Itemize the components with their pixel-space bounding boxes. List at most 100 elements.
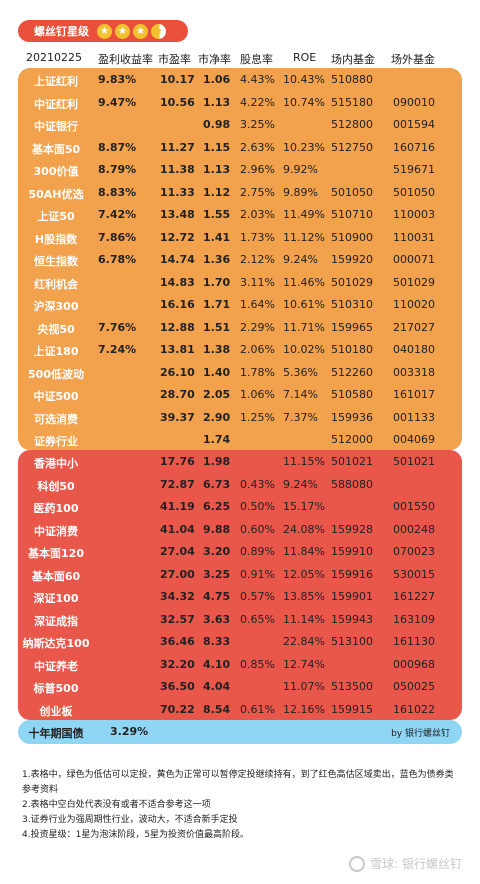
pb-ratio: 1.13 bbox=[203, 163, 231, 176]
table-row: 中证养老 32.20 4.10 0.85% 12.74% 000968 bbox=[18, 653, 462, 676]
roe: 24.08% bbox=[283, 522, 325, 536]
table-row: 基本面120 27.04 3.20 0.89% 11.84% 159910 070023 bbox=[18, 540, 462, 563]
pb-ratio: 0.98 bbox=[203, 118, 231, 131]
dividend-yield: 2.03% bbox=[240, 208, 275, 221]
table-row: 证券行业 1.74 512000 004069 bbox=[18, 428, 462, 451]
half-star-icon: ★ bbox=[151, 23, 166, 39]
onexchange-fund: 159920 bbox=[331, 253, 373, 266]
pe-ratio: 36.46 bbox=[160, 635, 195, 648]
dividend-yield: 0.57% bbox=[240, 590, 275, 603]
offexchange-fund: 161017 bbox=[393, 388, 435, 401]
star-rating: ★ ★ ★ ★ bbox=[97, 23, 169, 39]
dividend-yield: 1.64% bbox=[240, 298, 275, 311]
index-name: 中证消费 bbox=[34, 524, 78, 538]
table-row: 上证180 7.24% 13.81 1.38 2.06% 10.02% 510180 0401… bbox=[18, 338, 462, 361]
roe: 11.14% bbox=[283, 612, 325, 626]
pe-ratio: 11.33 bbox=[160, 185, 195, 199]
onexchange-fund: 501050 bbox=[331, 185, 373, 199]
earnings-yield: 7.24% bbox=[98, 343, 137, 356]
pb-ratio: 1.13 bbox=[203, 95, 231, 109]
roe: 11.07% bbox=[283, 680, 325, 693]
dividend-yield: 1.06% bbox=[240, 388, 275, 401]
table-row: 香港中小 17.76 1.98 11.15% 501021 501021 bbox=[18, 450, 462, 473]
offexchange-fund: 001550 bbox=[393, 500, 435, 513]
pe-ratio: 10.56 bbox=[160, 95, 195, 109]
index-name: 香港中小 bbox=[34, 457, 78, 470]
pb-ratio: 1.12 bbox=[203, 185, 231, 199]
earnings-yield: 8.87% bbox=[98, 140, 137, 154]
offexchange-fund: 217027 bbox=[393, 320, 435, 334]
index-name: 基本面60 bbox=[31, 569, 81, 583]
pb-ratio: 4.10 bbox=[203, 657, 231, 671]
table-row: 500低波动 26.10 1.40 1.78% 5.36% 512260 003318 bbox=[18, 361, 462, 384]
pe-ratio: 10.17 bbox=[160, 73, 195, 86]
table-row: 深证100 34.32 4.75 0.57% 13.85% 159901 161227 bbox=[18, 585, 462, 608]
star-icon: ★ bbox=[115, 23, 130, 39]
earnings-yield: 8.83% bbox=[98, 185, 137, 199]
dividend-yield: 4.43% bbox=[240, 73, 275, 86]
pb-ratio: 1.15 bbox=[203, 140, 231, 154]
offexchange-fund: 000071 bbox=[393, 253, 435, 266]
pb-ratio: 1.36 bbox=[203, 253, 231, 266]
dividend-yield: 1.73% bbox=[240, 230, 275, 244]
onexchange-fund: 510710 bbox=[331, 208, 373, 221]
note-1: 1.表格中，绿色为低估可以定投，黄色为正常可以暂停定投继续持有，到了红色高估区域… bbox=[22, 770, 454, 795]
roe: 5.36% bbox=[283, 365, 318, 379]
onexchange-fund: 510310 bbox=[331, 298, 373, 311]
offexchange-fund: 519671 bbox=[393, 163, 435, 176]
table-row: 可选消费 39.37 2.90 1.25% 7.37% 159936 001133 bbox=[18, 406, 462, 429]
table-row: 基本面50 8.87% 11.27 1.15 2.63% 10.23% 512750 1607… bbox=[18, 136, 462, 159]
pb-ratio: 6.73 bbox=[203, 477, 231, 491]
roe: 12.74% bbox=[283, 657, 325, 671]
roe: 12.05% bbox=[283, 567, 325, 581]
table-row: 300价值 8.79% 11.38 1.13 2.96% 9.92% 519671 bbox=[18, 158, 462, 181]
table-row: 恒生指数 6.78% 14.74 1.36 2.12% 9.24% 159920 000071 bbox=[18, 248, 462, 271]
onexchange-fund: 159936 bbox=[331, 410, 373, 424]
index-name: 上证50 bbox=[37, 210, 75, 223]
pe-ratio: 34.32 bbox=[160, 590, 195, 603]
index-name: 上证180 bbox=[33, 345, 79, 358]
index-name: 50AH优选 bbox=[28, 187, 84, 201]
header-date: 20210225 bbox=[26, 51, 82, 64]
offexchange-fund: 090010 bbox=[393, 95, 435, 109]
earnings-yield: 8.79% bbox=[98, 163, 137, 176]
offexchange-fund: 501050 bbox=[393, 185, 435, 199]
table-row: 上证红利 9.83% 10.17 1.06 4.43% 10.43% 510880 bbox=[18, 68, 462, 91]
index-name: H股指数 bbox=[34, 232, 78, 246]
pb-ratio: 1.71 bbox=[203, 298, 231, 311]
header-yield: 盈利收益率 bbox=[98, 53, 153, 66]
index-name: 红利机会 bbox=[34, 277, 78, 291]
roe: 15.17% bbox=[283, 500, 325, 513]
roe: 10.74% bbox=[283, 95, 325, 109]
earnings-yield: 9.83% bbox=[98, 73, 137, 86]
dividend-yield: 2.29% bbox=[240, 320, 275, 334]
table-row: 基本面60 27.00 3.25 0.91% 12.05% 159916 530015 bbox=[18, 563, 462, 586]
note-2: 2.表格中空白处代表没有或者不适合参考这一项 bbox=[22, 800, 211, 810]
pb-ratio: 1.06 bbox=[203, 73, 231, 86]
index-name: 央视50 bbox=[37, 322, 75, 336]
pb-ratio: 8.54 bbox=[203, 702, 231, 716]
header-roe: ROE bbox=[293, 51, 317, 64]
roe: 7.37% bbox=[283, 410, 318, 424]
pe-ratio: 14.83 bbox=[160, 275, 195, 289]
onexchange-fund: 159928 bbox=[331, 522, 373, 536]
index-name: 科创50 bbox=[37, 479, 75, 493]
pb-ratio: 1.70 bbox=[203, 275, 231, 289]
pb-ratio: 2.90 bbox=[203, 410, 231, 424]
onexchange-fund: 510880 bbox=[331, 73, 373, 86]
pe-ratio: 41.04 bbox=[160, 522, 195, 536]
dividend-yield: 3.11% bbox=[240, 275, 275, 289]
dividend-yield: 1.78% bbox=[240, 365, 275, 379]
roe: 22.84% bbox=[283, 635, 325, 648]
dividend-yield: 0.43% bbox=[240, 477, 275, 491]
offexchange-fund: 501029 bbox=[393, 275, 435, 289]
offexchange-fund: 040180 bbox=[393, 343, 435, 356]
pe-ratio: 41.19 bbox=[160, 500, 195, 513]
pe-ratio: 32.57 bbox=[160, 612, 195, 626]
onexchange-fund: 513100 bbox=[331, 635, 373, 648]
header-offfund: 场外基金 bbox=[391, 53, 435, 66]
offexchange-fund: 501021 bbox=[393, 455, 435, 468]
pb-ratio: 1.98 bbox=[203, 455, 231, 468]
pb-ratio: 6.25 bbox=[203, 500, 231, 513]
onexchange-fund: 512260 bbox=[331, 365, 373, 379]
